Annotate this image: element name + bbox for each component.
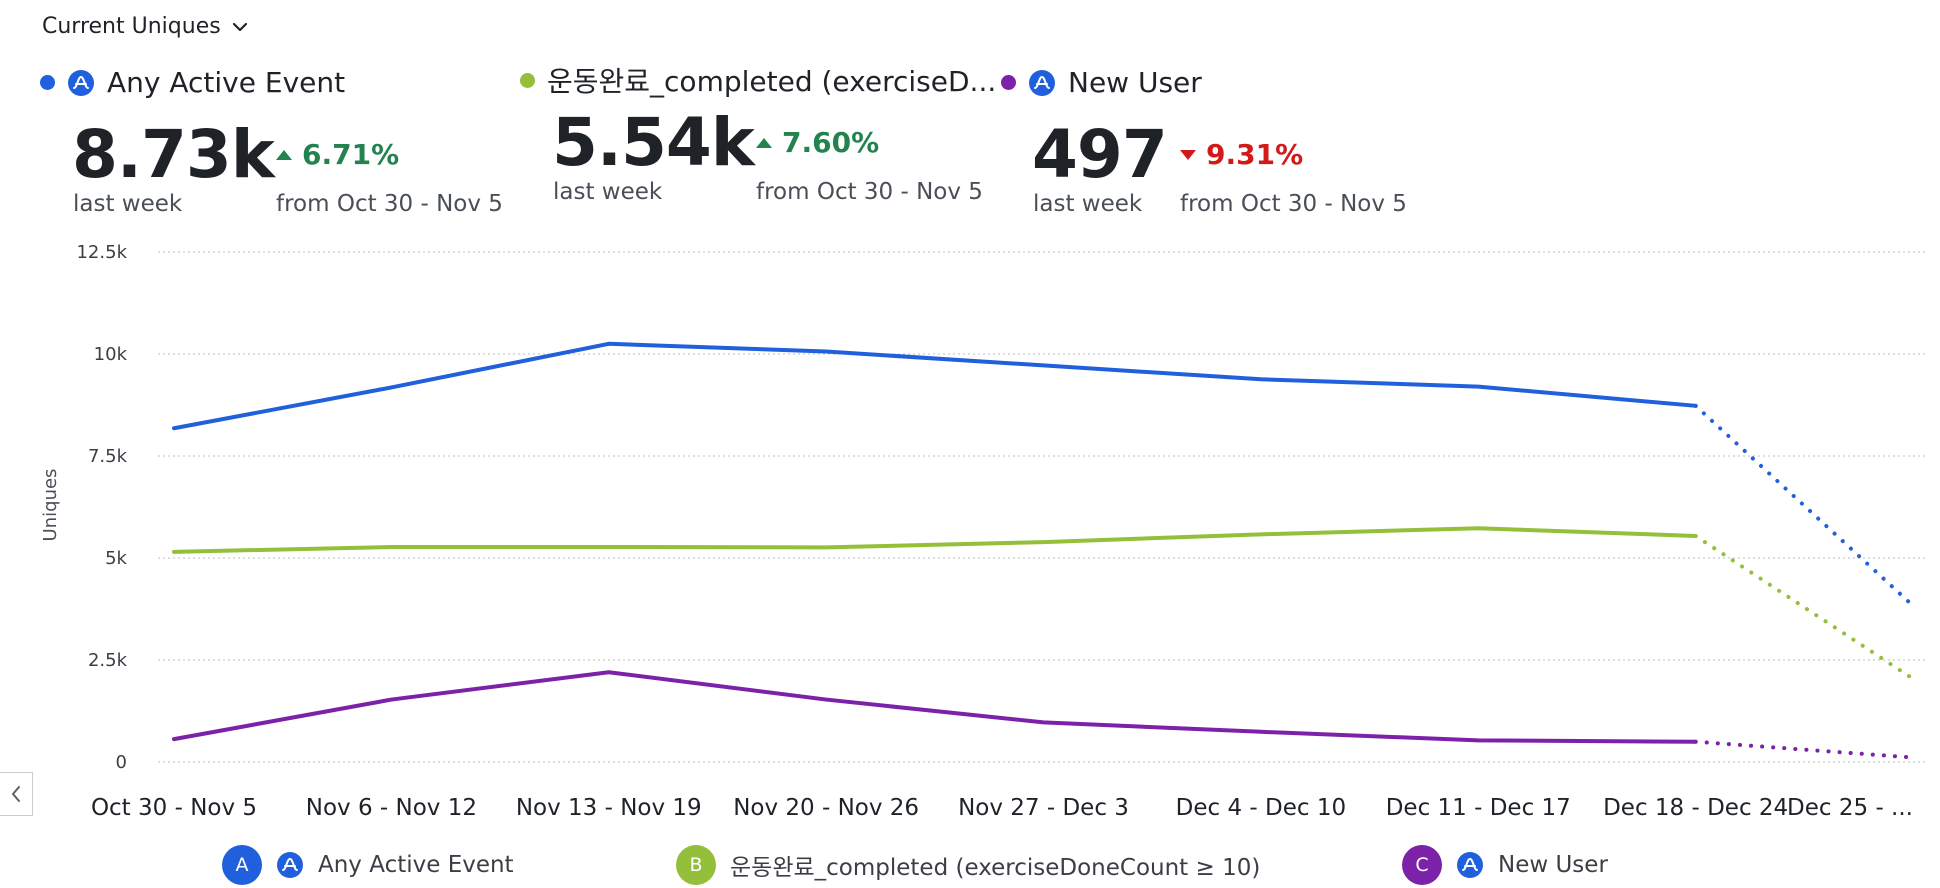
amplitude-logo-icon [1457,852,1483,878]
kpi-c-from: from Oct 30 - Nov 5 [1180,191,1407,217]
kpi-c-title: New User [1068,66,1202,99]
kpi-c-period: last week [1033,191,1143,217]
legend-label-a: Any Active Event [318,852,514,878]
amplitude-logo-icon [68,69,94,96]
series-projection-1 [1693,533,1915,681]
line-chart: 0 2.5k 5k 7.5k 10k 12.5k Uniques Oct 30 - Nov… [40,242,1928,821]
legend-item-b[interactable]: B 운동완료_completed (exerciseDoneCount ≥ 10… [676,845,1260,885]
x-tick-label: Nov 27 - Dec 3 [958,795,1129,821]
y-tick-label: 10k [94,344,128,365]
kpi-b-header: 운동완료_completed (exerciseD... [520,60,996,100]
series-lines [172,341,1915,760]
kpi-a-title: Any Active Event [107,66,346,99]
legend-label-c: New User [1498,852,1608,878]
kpi-b-change: 7.60% [756,126,879,159]
kpi-a-from: from Oct 30 - Nov 5 [276,191,503,217]
kpi-c-value: 497 [1032,116,1168,193]
series-a-dot [40,75,55,90]
kpi-b-value: 5.54k [552,104,755,181]
x-tick-label: Oct 30 - Nov 5 [91,795,257,821]
collapse-panel-button[interactable] [0,772,33,816]
arrow-up-icon [756,137,772,148]
series-b-dot [520,72,535,88]
kpi-c-change: 9.31% [1180,138,1303,171]
kpi-b-period: last week [553,179,663,205]
series-c-dot [1001,75,1016,90]
kpi-c-header: New User [1001,66,1202,99]
series-line-1 [172,526,1698,554]
kpi-b-change-value: 7.60% [782,126,880,159]
legend-item-c[interactable]: C New User [1402,845,1608,885]
series-line-2 [172,670,1698,744]
series-line-0 [172,341,1698,431]
legend-item-a[interactable]: A Any Active Event [222,845,514,885]
series-projection-2 [1693,739,1915,760]
x-tick-label: Nov 13 - Nov 19 [516,795,702,821]
y-tick-label: 2.5k [88,650,128,671]
y-axis-title: Uniques [40,469,61,542]
x-tick-label: Nov 6 - Nov 12 [306,795,477,821]
x-tick-label: Dec 4 - Dec 10 [1176,795,1346,821]
y-tick-label: 12.5k [76,242,127,263]
legend-badge-b: B [676,845,716,885]
legend-badge-a: A [222,845,262,885]
arrow-up-icon [276,149,292,160]
kpi-b-from: from Oct 30 - Nov 5 [756,179,983,205]
amplitude-logo-icon [277,852,303,878]
y-axis-ticks: 0 2.5k 5k 7.5k 10k 12.5k [76,242,127,773]
y-tick-label: 7.5k [88,446,128,467]
x-tick-label: Dec 18 - Dec 24 [1603,795,1788,821]
kpi-a-change-value: 6.71% [302,138,400,171]
x-tick-label: Dec 25 - ... [1787,795,1913,821]
metric-selector-label: Current Uniques [42,14,221,39]
arrow-down-icon [1180,149,1196,160]
gridlines [158,251,1928,763]
amplitude-logo-icon [1029,69,1055,96]
kpi-b-title: 운동완료_completed (exerciseD... [547,65,997,98]
series-projection-0 [1693,403,1915,608]
legend-badge-c: C [1402,845,1442,885]
legend-label-b: 운동완료_completed (exerciseDoneCount ≥ 10) [730,855,1261,881]
metric-selector[interactable]: Current Uniques [42,14,249,39]
kpi-a-change: 6.71% [276,138,399,171]
kpi-c-change-value: 9.31% [1206,138,1304,171]
y-tick-label: 0 [116,752,127,773]
chevron-down-icon [232,22,247,31]
kpi-a-period: last week [73,191,183,217]
x-axis-ticks: Oct 30 - Nov 5 Nov 6 - Nov 12 Nov 13 - Nov… [91,795,1913,821]
kpi-a-header: Any Active Event [40,66,345,99]
x-tick-label: Dec 11 - Dec 17 [1386,795,1571,821]
chevron-left-icon [12,786,20,802]
kpi-a-value: 8.73k [72,116,275,193]
x-tick-label: Nov 20 - Nov 26 [733,795,919,821]
y-tick-label: 5k [105,548,127,569]
